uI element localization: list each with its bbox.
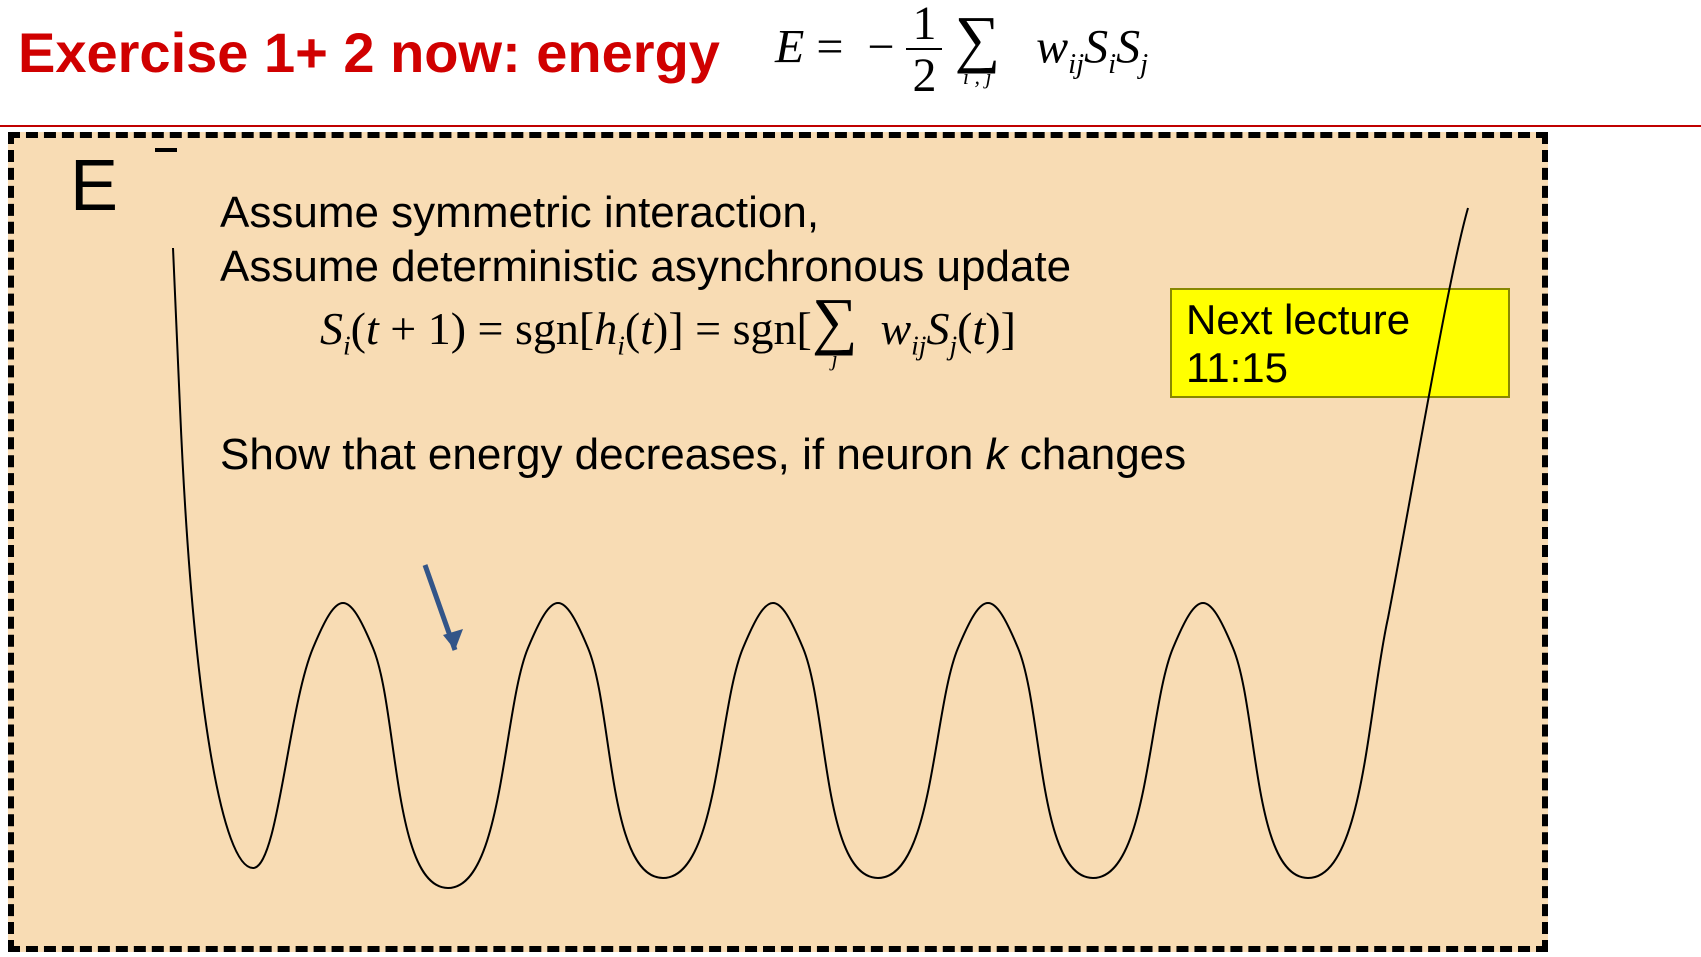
energy-E: E [775,20,804,73]
descent-arrow-icon [405,555,485,675]
energy-axis-label: E [70,145,118,227]
task-statement: Show that energy decreases, if neuron k … [220,430,1186,480]
next-lecture-note: Next lecture 11:15 [1170,288,1510,398]
sum-symbol: ∑ i , j [954,13,1000,90]
assumption-2: Assume deterministic asynchronous update [220,242,1071,292]
energy-formula: E = − 1 2 ∑ i , j wijSiSj [775,0,1148,103]
assumption-1: Assume symmetric interaction, [220,188,819,238]
y-axis-tick [155,148,177,152]
note-line-1: Next lecture [1186,296,1494,344]
sum-symbol-2: ∑j [812,295,858,372]
fraction-half: 1 2 [906,0,942,103]
note-line-2: 11:15 [1186,344,1494,392]
update-rule-formula: Si(t + 1) = sgn[hi(t)] = sgn[∑j wijSj(t)… [320,295,1016,372]
slide-title: Exercise 1+ 2 now: energy [18,20,720,85]
header-area: Exercise 1+ 2 now: energy E = − 1 2 ∑ i … [0,0,1701,125]
horizontal-divider [0,125,1701,127]
